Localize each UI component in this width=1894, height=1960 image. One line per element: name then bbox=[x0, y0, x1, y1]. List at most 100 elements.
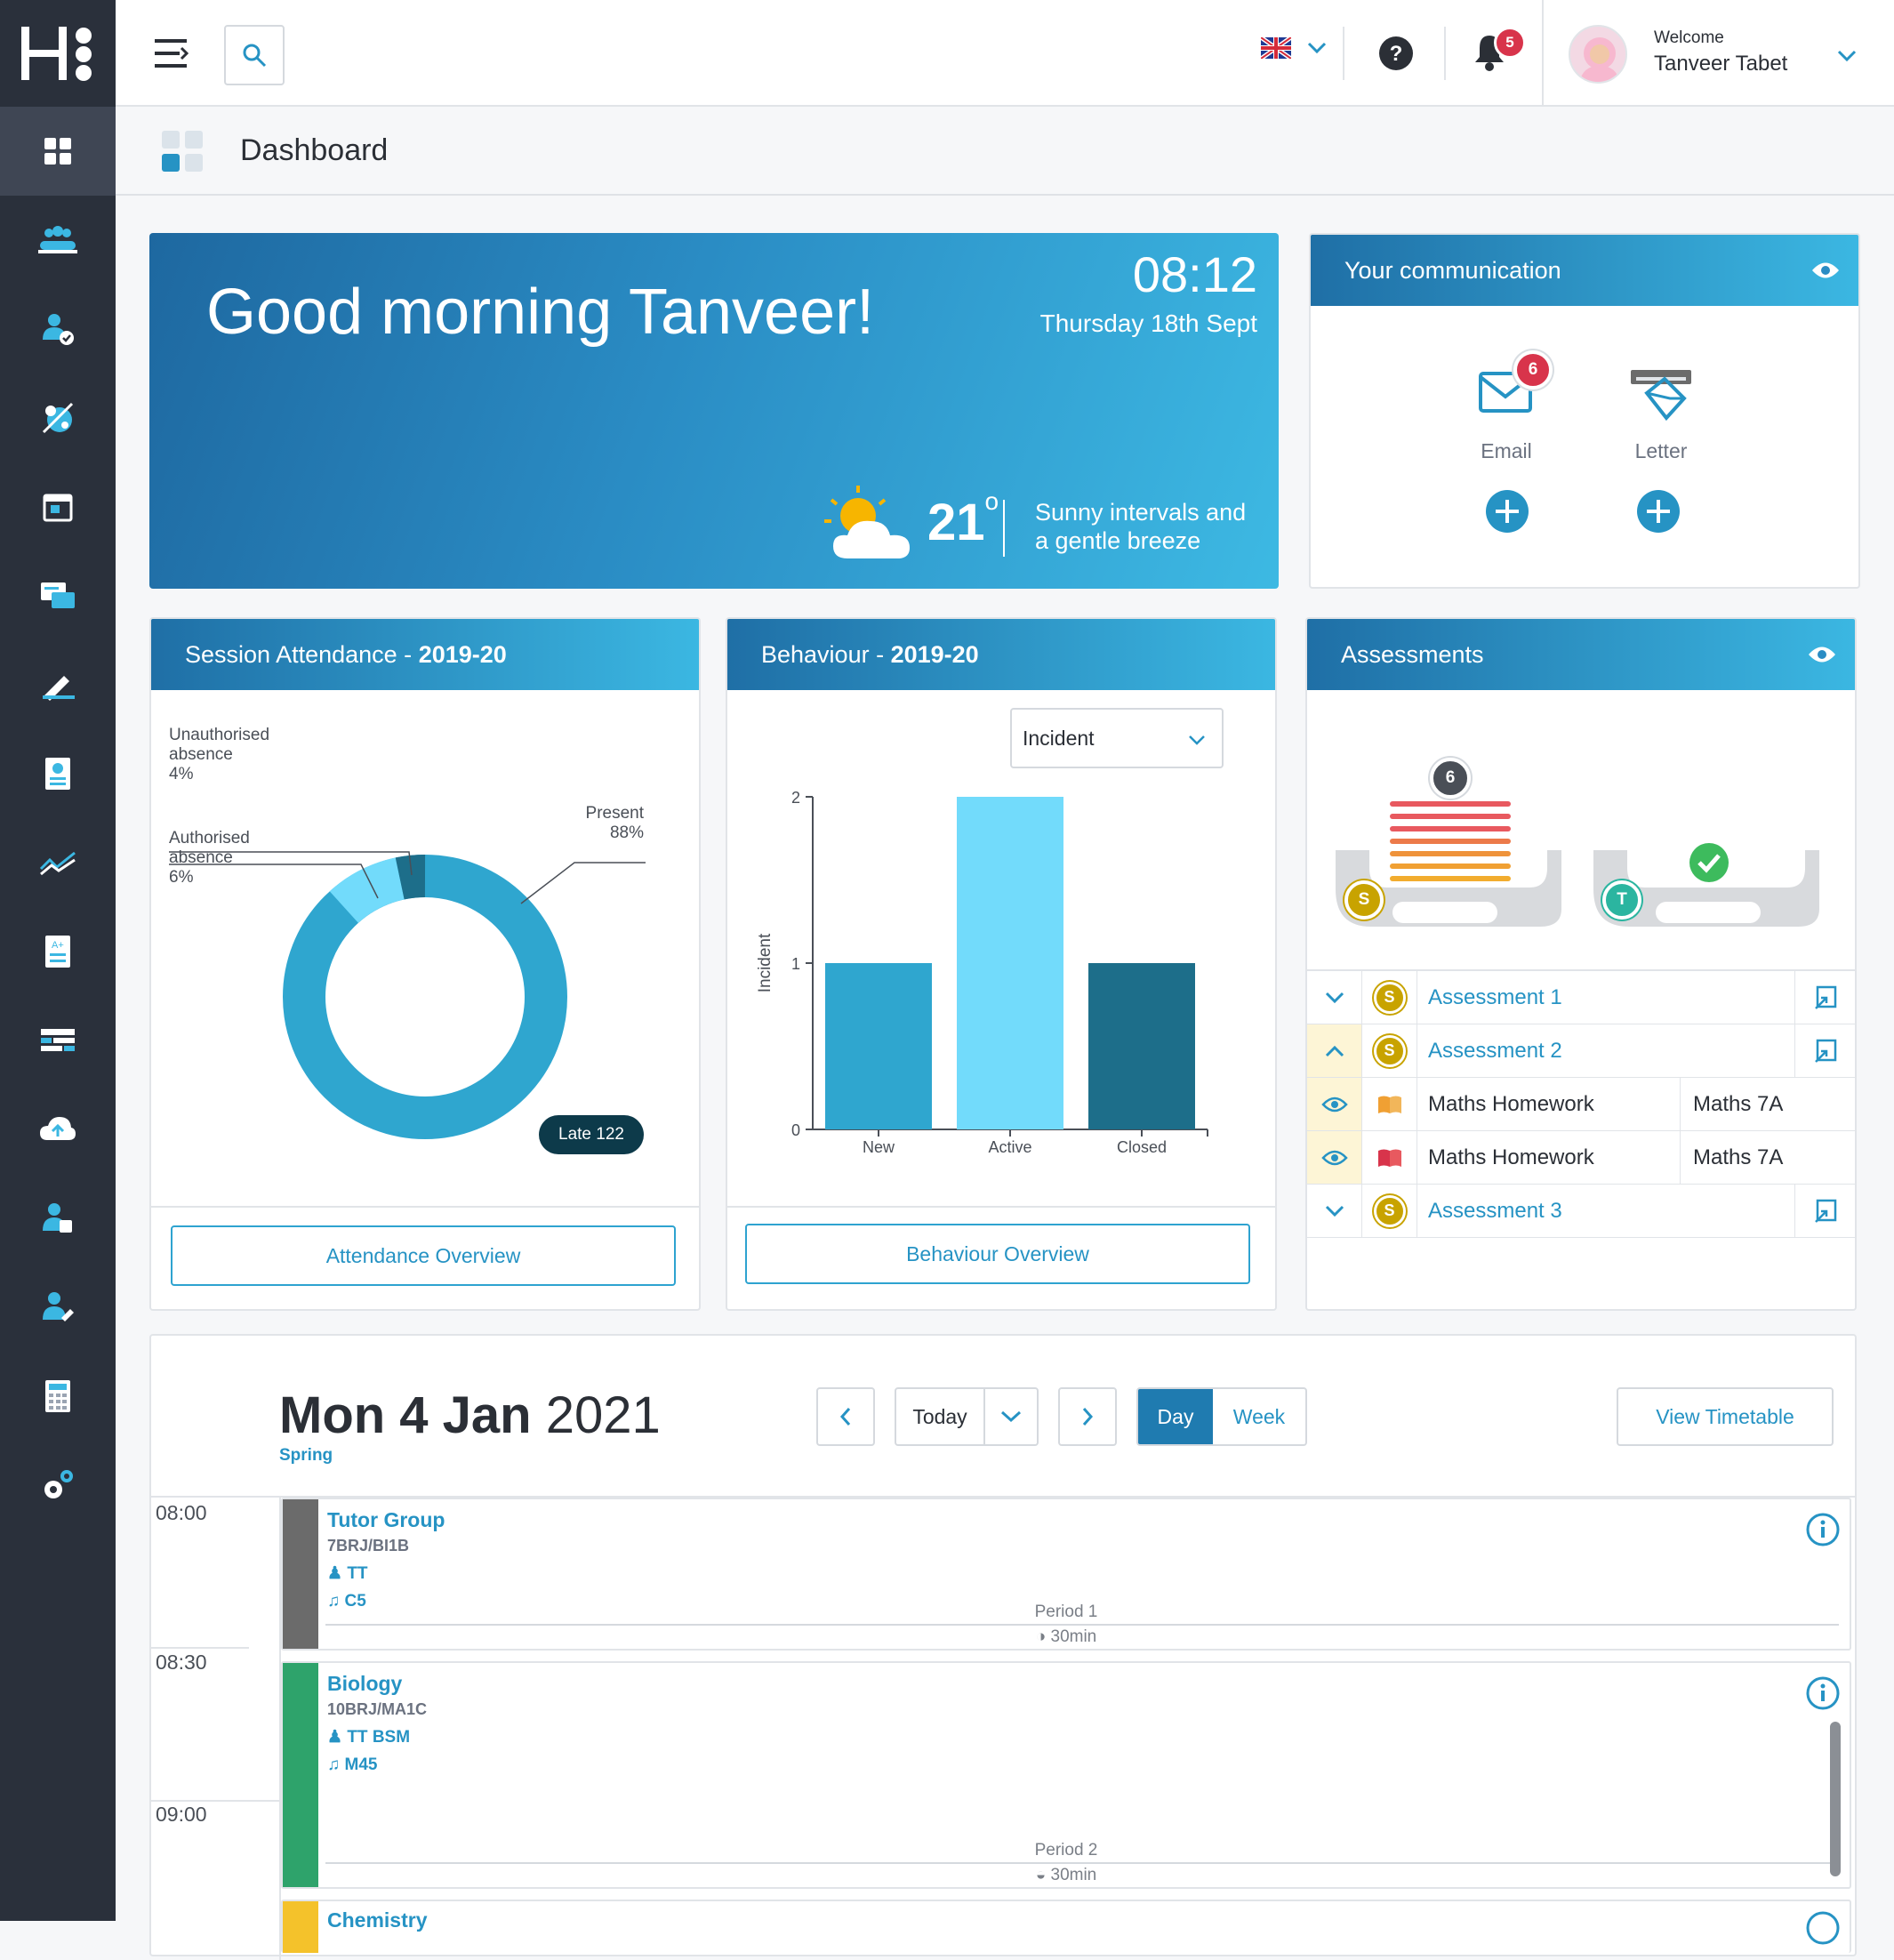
authorised-label: Authorised absence 6% bbox=[169, 829, 250, 888]
eye-icon[interactable] bbox=[1810, 261, 1841, 280]
next-day-button[interactable] bbox=[1058, 1387, 1117, 1446]
eye-icon[interactable] bbox=[1320, 1096, 1348, 1113]
search-button[interactable] bbox=[224, 25, 285, 85]
scrollbar-thumb[interactable] bbox=[1830, 1722, 1841, 1876]
chevron-down-icon[interactable] bbox=[1325, 1205, 1344, 1217]
eye-icon[interactable] bbox=[1807, 645, 1837, 664]
attendance-overview-button[interactable]: Attendance Overview bbox=[171, 1225, 676, 1286]
add-email-button[interactable] bbox=[1485, 489, 1529, 538]
nav-groups[interactable] bbox=[0, 196, 116, 285]
user-menu-toggle[interactable] bbox=[1837, 50, 1857, 67]
homework-row[interactable]: Maths Homework Maths 7A bbox=[1307, 1078, 1855, 1131]
room-code: C5 bbox=[344, 1592, 366, 1611]
assessment-title[interactable]: Assessment 1 bbox=[1428, 984, 1562, 1009]
nav-users[interactable] bbox=[0, 1263, 116, 1352]
card-header: Assessments bbox=[1307, 619, 1855, 690]
info-icon[interactable] bbox=[1805, 1675, 1841, 1711]
nav-settings[interactable] bbox=[0, 1441, 116, 1530]
homework-row[interactable]: Maths Homework Maths 7A bbox=[1307, 1131, 1855, 1185]
assessment-row[interactable]: S Assessment 1 bbox=[1307, 971, 1855, 1024]
nav-grades[interactable]: A+ bbox=[0, 907, 116, 996]
help-button[interactable]: ? bbox=[1378, 36, 1414, 76]
info-icon[interactable] bbox=[1805, 1512, 1841, 1547]
temperature-value: 21 bbox=[927, 494, 985, 551]
previous-day-button[interactable] bbox=[816, 1387, 875, 1446]
lesson-title[interactable]: Biology bbox=[327, 1672, 403, 1695]
behaviour-overview-button[interactable]: Behaviour Overview bbox=[745, 1224, 1250, 1284]
share-icon[interactable] bbox=[1814, 1039, 1837, 1064]
user-edit-icon bbox=[43, 1292, 74, 1321]
eye-icon[interactable] bbox=[1320, 1149, 1348, 1167]
grade-sheet-icon: A+ bbox=[45, 936, 70, 968]
nav-timetable[interactable] bbox=[0, 996, 116, 1085]
nav-calendar[interactable] bbox=[0, 462, 116, 551]
view-timetable-button[interactable]: View Timetable bbox=[1617, 1387, 1834, 1446]
email-button[interactable]: 6 bbox=[1478, 350, 1553, 422]
teacher-icon: ♟ bbox=[327, 1728, 343, 1747]
homework-title[interactable]: Maths Homework bbox=[1417, 1078, 1681, 1130]
communication-card: Your communication 6 Email Letter bbox=[1309, 233, 1860, 589]
assessment-title[interactable]: Assessment 3 bbox=[1428, 1198, 1562, 1223]
y-tick-label: 1 bbox=[791, 955, 800, 973]
assessment-row[interactable]: S Assessment 2 bbox=[1307, 1024, 1855, 1078]
lesson-block[interactable]: Biology 10BRJ/MA1C ♟ TT BSM ♫ M45 Period… bbox=[281, 1661, 1851, 1889]
student-badge: S bbox=[1373, 1194, 1406, 1227]
nav-dashboard[interactable] bbox=[0, 107, 116, 196]
share-icon[interactable] bbox=[1814, 985, 1837, 1010]
time-slot-label: 08:00 bbox=[156, 1501, 207, 1524]
lesson-color-bar bbox=[283, 1499, 318, 1649]
nav-messages[interactable] bbox=[0, 551, 116, 640]
lesson-block[interactable]: Chemistry bbox=[281, 1900, 1851, 1953]
nav-reports[interactable] bbox=[0, 729, 116, 818]
temperature: 21o bbox=[927, 487, 999, 552]
nav-attendance[interactable] bbox=[0, 374, 116, 462]
page-title: Dashboard bbox=[240, 133, 389, 167]
nav-calculator[interactable] bbox=[0, 1352, 116, 1441]
teacher-code: TT bbox=[347, 1564, 368, 1583]
info-icon[interactable] bbox=[1805, 1910, 1841, 1946]
student-badge: S bbox=[1344, 880, 1384, 920]
app-logo[interactable] bbox=[0, 0, 116, 107]
nav-marking[interactable] bbox=[0, 640, 116, 729]
x-tick-label: Closed bbox=[1117, 1138, 1167, 1156]
lesson-title[interactable]: Tutor Group bbox=[327, 1508, 445, 1531]
chevron-up-icon[interactable] bbox=[1325, 1045, 1344, 1057]
share-icon[interactable] bbox=[1814, 1199, 1837, 1224]
letter-button[interactable] bbox=[1629, 368, 1693, 430]
staff-icon bbox=[43, 1203, 72, 1233]
book-icon bbox=[1377, 1096, 1401, 1113]
clock-time: 08:12 bbox=[1132, 246, 1257, 302]
present-slice bbox=[283, 855, 567, 1139]
nav-students[interactable] bbox=[0, 285, 116, 374]
assessment-title[interactable]: Assessment 2 bbox=[1428, 1038, 1562, 1063]
notifications-button[interactable]: 5 bbox=[1473, 27, 1526, 77]
period-line bbox=[325, 1862, 1839, 1864]
lesson-block[interactable]: Tutor Group 7BRJ/BI1B ♟ TT ♫ C5 Period 1… bbox=[281, 1498, 1851, 1651]
time-slot-label: 08:30 bbox=[156, 1651, 207, 1674]
trend-icon bbox=[39, 851, 76, 876]
current-date: Thursday 18th Sept bbox=[1039, 309, 1257, 337]
day-view-button[interactable]: Day bbox=[1138, 1389, 1213, 1444]
nav-staff[interactable] bbox=[0, 1174, 116, 1263]
card-header: Behaviour - 2019-20 bbox=[727, 619, 1275, 690]
date-picker-toggle[interactable] bbox=[985, 1389, 1037, 1444]
nav-analytics[interactable] bbox=[0, 818, 116, 907]
menu-toggle-button[interactable] bbox=[155, 37, 190, 74]
label-line: Present bbox=[585, 804, 644, 823]
today-button[interactable]: Today bbox=[896, 1389, 985, 1444]
add-letter-button[interactable] bbox=[1636, 489, 1681, 538]
nav-upload[interactable] bbox=[0, 1085, 116, 1174]
language-selector[interactable] bbox=[1261, 37, 1327, 59]
assessment-row[interactable]: S Assessment 3 bbox=[1307, 1185, 1855, 1238]
card-title-year: 2019-20 bbox=[890, 640, 979, 668]
divider bbox=[151, 1800, 279, 1802]
avatar[interactable] bbox=[1569, 25, 1627, 84]
group-icon bbox=[38, 226, 77, 253]
dashboard-icon bbox=[162, 131, 203, 172]
behaviour-filter-select[interactable]: Incident bbox=[1010, 708, 1224, 768]
homework-title[interactable]: Maths Homework bbox=[1417, 1131, 1681, 1184]
chevron-down-icon[interactable] bbox=[1325, 992, 1344, 1004]
plus-circle-icon bbox=[1486, 490, 1529, 533]
calculator-icon bbox=[45, 1380, 70, 1412]
week-view-button[interactable]: Week bbox=[1232, 1404, 1286, 1428]
